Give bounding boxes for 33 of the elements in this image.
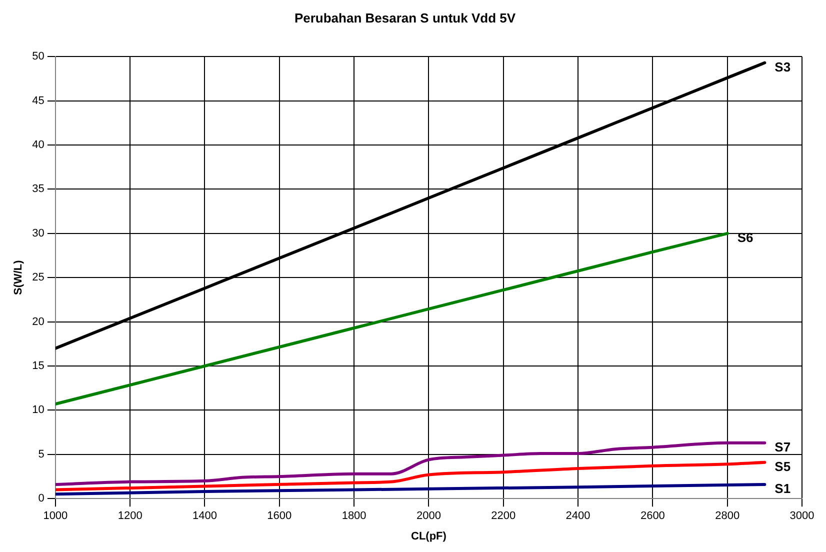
x-tick-label: 1400 [192, 510, 217, 522]
line-series [55, 460, 766, 492]
y-axis-title: S(W/L) [12, 260, 25, 296]
y-tick-label: 0 [38, 492, 44, 505]
series-label: S1 [774, 481, 791, 496]
y-tick-label: 25 [32, 272, 44, 284]
x-tick-label: 2800 [715, 510, 740, 522]
y-tick-label: 30 [32, 227, 44, 240]
y-tick-label: 35 [32, 183, 44, 196]
y-tick-label: 45 [32, 94, 44, 107]
series-label: S3 [774, 59, 791, 74]
y-tick-label: 10 [32, 404, 44, 416]
series-label: S7 [774, 439, 791, 454]
line-series [55, 441, 766, 486]
x-axis-title: CL(pF) [411, 530, 447, 542]
x-tick-label: 1000 [43, 510, 68, 522]
y-tick-label: 40 [32, 139, 44, 152]
x-tick-label: 2600 [640, 510, 665, 522]
x-tick-label: 3000 [790, 510, 814, 522]
line-series [55, 482, 766, 496]
x-tick-label: 1600 [267, 510, 292, 522]
x-tick-label: 1200 [118, 510, 142, 522]
series-label: S5 [774, 458, 791, 474]
y-tick-label: 50 [32, 50, 44, 63]
chart-title: Perubahan Besaran S untuk Vdd 5V [294, 10, 516, 26]
x-tick-label: 1800 [342, 510, 366, 522]
y-tick-label: 5 [38, 448, 44, 460]
x-tick-label: 2200 [491, 510, 516, 522]
line-series [55, 232, 729, 406]
y-tick-label: 15 [32, 360, 44, 372]
y-tick-label: 20 [32, 316, 44, 328]
x-tick-label: 2400 [566, 510, 590, 522]
x-tick-label: 2000 [416, 510, 441, 522]
